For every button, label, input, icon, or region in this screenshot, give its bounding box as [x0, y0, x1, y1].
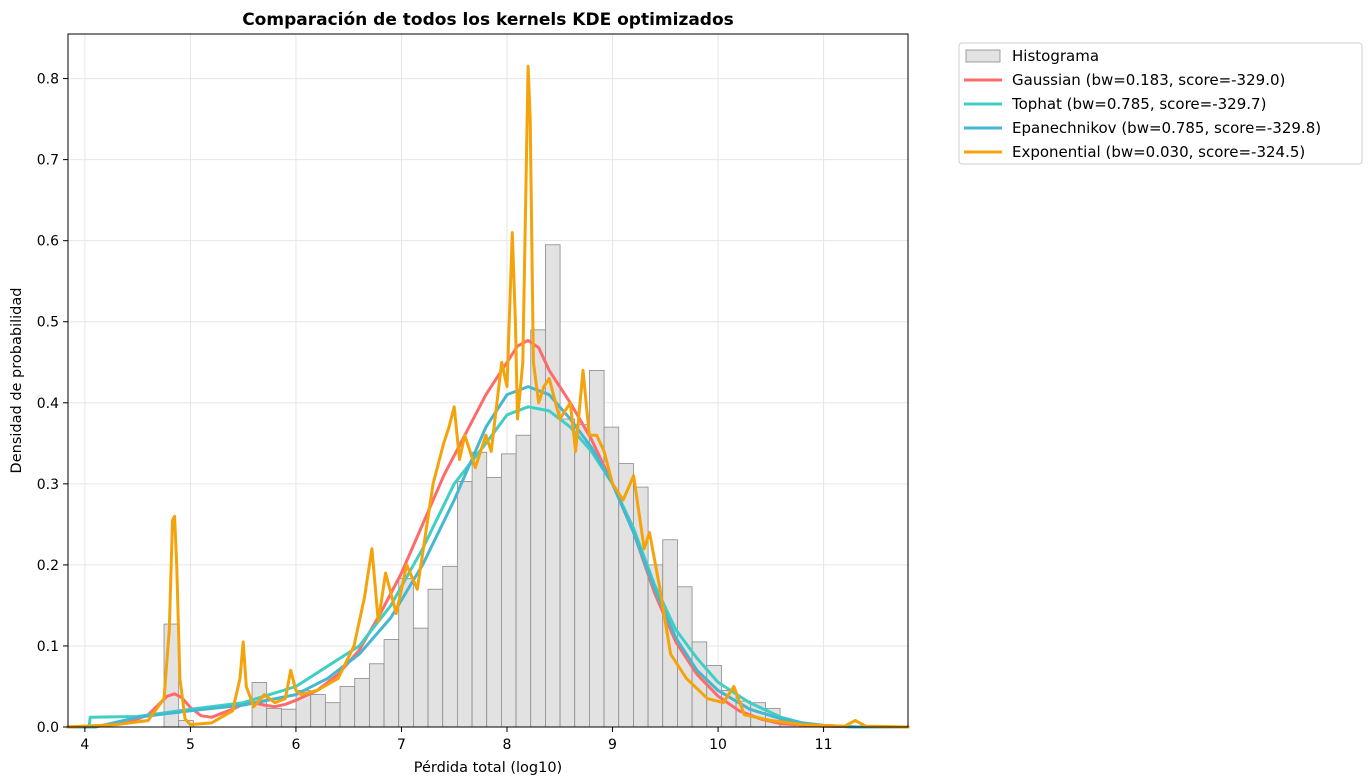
- chart-title: Comparación de todos los kernels KDE opt…: [242, 10, 734, 30]
- histogram-bar: [427, 588, 444, 728]
- legend-swatch: [965, 49, 1001, 63]
- legend-box: [958, 42, 1363, 165]
- legend-label: Tophat (bw=0.785, score=-329.7): [1011, 95, 1266, 113]
- y-tick-label: 0.8: [37, 72, 59, 88]
- y-tick-label: 0.3: [37, 477, 59, 493]
- legend: Histograma Gaussian (bw=0.183, score=-329…: [958, 42, 1363, 165]
- legend-label: Gaussian (bw=0.183, score=-329.0): [1012, 71, 1285, 89]
- y-tick-label: 0.0: [37, 720, 59, 736]
- kde-line: [66, 64, 910, 729]
- histogram-bar: [280, 708, 297, 728]
- histogram-bar: [266, 707, 282, 728]
- x-tick-label: 10: [709, 737, 727, 753]
- y-axis-ticks: 0.0 0.1 0.2 0.3 0.4 0.5 0.6 0.7 0.8: [37, 72, 68, 736]
- histogram-bar: [559, 418, 576, 728]
- y-tick-label: 0.1: [37, 639, 59, 655]
- kde-line: [66, 338, 910, 729]
- x-tick-label: 7: [397, 737, 406, 753]
- histogram-bar: [442, 566, 458, 728]
- histogram-bar: [501, 453, 517, 728]
- histogram-bar: [339, 686, 356, 728]
- histogram-bar: [545, 244, 561, 728]
- y-tick-label: 0.6: [37, 234, 59, 250]
- histogram-bar: [574, 424, 590, 728]
- histogram-bar: [486, 476, 502, 728]
- legend-label: Epanechnikov (bw=0.785, score=-329.8): [1012, 119, 1321, 137]
- histogram-bar: [515, 434, 532, 728]
- y-axis-label: Densidad de probabilidad: [9, 288, 25, 474]
- x-tick-label: 9: [608, 737, 617, 753]
- histogram-bar: [383, 639, 400, 728]
- y-tick-label: 0.4: [37, 396, 59, 412]
- legend-label: Exponential (bw=0.030, score=-324.5): [1012, 143, 1305, 161]
- histogram-bar: [354, 677, 370, 728]
- y-tick-label: 0.5: [37, 315, 59, 331]
- histogram-bar: [456, 481, 473, 728]
- legend-label: Histograma: [1012, 47, 1099, 65]
- x-tick-label: 5: [186, 737, 195, 753]
- kde-line: [66, 385, 910, 729]
- histogram-bar: [368, 663, 385, 728]
- histogram-bar: [471, 451, 488, 728]
- histogram-bar: [412, 627, 429, 728]
- y-tick-label: 0.2: [37, 558, 59, 574]
- x-tick-label: 4: [80, 737, 89, 753]
- histogram-bar: [310, 694, 326, 728]
- x-tick-label: 6: [291, 737, 300, 753]
- x-tick-label: 11: [815, 737, 833, 753]
- kde-lines: [66, 64, 910, 729]
- x-axis-ticks: 4 5 6 7 8 9 10 11: [80, 727, 832, 753]
- histogram-bar: [324, 702, 341, 728]
- plot-frame: [67, 33, 909, 728]
- y-tick-label: 0.7: [37, 153, 59, 169]
- x-tick-label: 8: [503, 737, 512, 753]
- x-axis-label: Pérdida total (log10): [414, 760, 562, 776]
- histogram-bar: [589, 369, 605, 728]
